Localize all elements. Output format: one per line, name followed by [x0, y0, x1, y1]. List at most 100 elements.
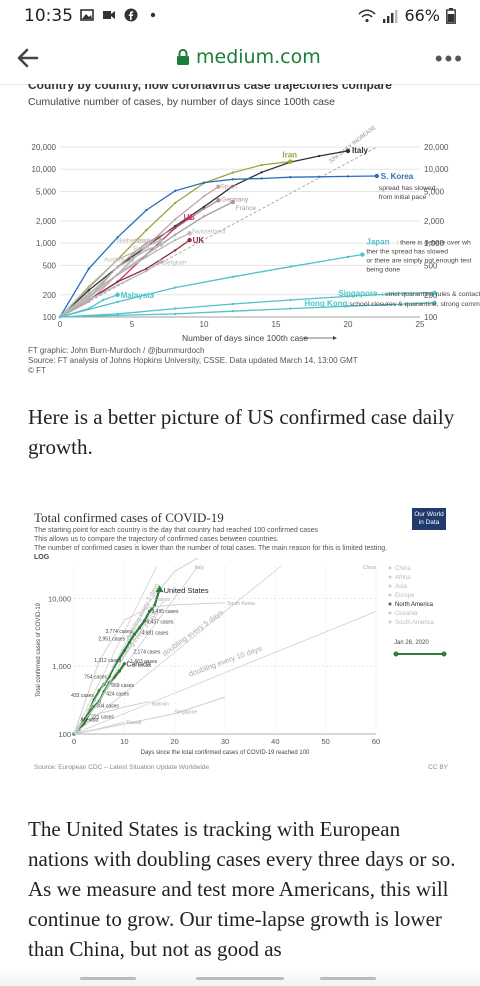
x-axis-arrowhead	[333, 336, 337, 340]
legend-item: North America	[395, 602, 434, 608]
series-label: Spain	[220, 184, 237, 191]
series-line-south-korea	[73, 602, 226, 735]
series-point	[174, 218, 177, 221]
series-point	[231, 302, 234, 306]
data-label: Canada	[126, 662, 151, 669]
annotation-japan: ther the spread has slowed	[366, 249, 448, 256]
series-label: US	[184, 213, 196, 222]
figure1-credit-3: © FT	[28, 366, 46, 375]
annotation-japan: being done	[366, 267, 400, 274]
nav-indicator-1	[80, 977, 136, 980]
series-point	[346, 295, 350, 298]
battery-icon	[446, 7, 456, 24]
figure2-subtitle: The starting point for each country is t…	[34, 526, 404, 553]
series-point	[174, 286, 177, 289]
data-label: 304 cases	[96, 703, 119, 709]
series-end-marker	[432, 290, 437, 296]
series-point	[145, 228, 148, 232]
annotation-hong-kong: school closures & quarantine, strong com…	[349, 301, 480, 308]
x-tick-label: 30	[221, 737, 229, 746]
date-slider-handle-end	[441, 651, 447, 657]
series-end-marker	[129, 257, 135, 262]
y-tick-label-left: 10,000	[32, 165, 57, 174]
data-label: South Korea	[227, 601, 255, 607]
series-end-marker	[187, 215, 192, 221]
y-tick-label-left: 1,000	[36, 239, 57, 248]
series-point	[87, 298, 91, 302]
y-tick-label-left: 200	[43, 291, 57, 300]
log-toggle[interactable]: LOG	[34, 554, 50, 561]
series-point	[116, 236, 119, 239]
address-bar[interactable]: medium.com	[176, 46, 321, 68]
battery-percent: 66%	[404, 6, 440, 25]
doubling-line	[73, 611, 377, 735]
figure2-chart: 100 1,000 10,000 0 10 20 30 40 50 60 Days since th…	[36, 558, 447, 756]
series-point	[122, 662, 126, 666]
signal-icon	[383, 9, 398, 23]
series-point	[174, 226, 177, 230]
series-point	[202, 195, 206, 198]
series-point	[318, 154, 321, 158]
series-line-united-states	[73, 588, 161, 735]
article-content[interactable]: Country by country, how coronavirus case…	[0, 84, 480, 986]
x-tick-label: 0	[72, 737, 76, 746]
data-label: 2,174 cases	[133, 649, 160, 655]
data-label: 8,495 cases	[152, 609, 179, 615]
y-tick-label-right: 10,000	[424, 165, 449, 174]
status-right: 66%	[358, 6, 456, 25]
series-end-marker	[158, 237, 163, 243]
y-tick-label-right: 500	[424, 261, 438, 270]
browser-toolbar: medium.com •••	[0, 32, 480, 85]
paragraph-1: Here is a better picture of US confirmed…	[28, 405, 455, 459]
series-point	[137, 626, 142, 630]
series-end-marker	[158, 259, 163, 264]
figure2: Total confirmed cases of COVID-19 The st…	[28, 502, 452, 772]
x-tick-label: 60	[372, 737, 380, 746]
figure2-license: CC BY	[428, 764, 448, 771]
figure1-subtitle: Cumulative number of cases, by number of…	[28, 96, 335, 108]
series-point	[231, 275, 234, 279]
y-axis-label: Total confirmed cases of COVID-19	[36, 602, 42, 697]
series-point	[122, 649, 126, 653]
status-bar: 10:35 66%	[0, 0, 480, 32]
owid-logo: Our World in Data	[412, 508, 446, 530]
series-point	[404, 291, 407, 295]
figure2-subtitle-3: The number of confirmed cases is lower t…	[34, 545, 388, 552]
series-end-marker	[158, 242, 163, 247]
series-line-singapore	[59, 292, 435, 318]
doubling-line	[73, 565, 158, 735]
series-point	[289, 265, 292, 268]
legend-item: Asia	[395, 584, 407, 590]
series-point	[404, 302, 407, 306]
data-label: Italy	[195, 565, 205, 571]
more-options-button[interactable]: •••	[434, 46, 464, 71]
series-end-marker	[345, 148, 351, 154]
paragraph-2: The United States is tracking with Europ…	[28, 817, 456, 961]
series-label: Austria	[104, 257, 125, 264]
lock-icon	[177, 49, 189, 65]
series-label: Sweden	[133, 245, 157, 252]
slider-start-label: Jan 26, 2020	[394, 640, 429, 646]
series-point	[231, 178, 234, 181]
figure2-title: Total confirmed cases of COVID-19	[34, 510, 224, 525]
back-button[interactable]	[14, 44, 42, 72]
series-label: Singapore	[338, 289, 378, 298]
series-end-marker	[115, 292, 120, 297]
legend-marker	[388, 593, 392, 597]
series-point	[202, 207, 206, 211]
series-label: Netherlands	[117, 237, 153, 244]
series-point	[346, 175, 350, 178]
data-label: 424 cases	[106, 691, 129, 697]
annotation-singapore: : strict quarantine rules & contact trac…	[381, 291, 480, 298]
data-label: Singapore	[175, 709, 198, 715]
series-end-marker	[374, 173, 379, 179]
figure2-subtitle-1: The starting point for each country is t…	[34, 527, 319, 534]
doubling-line	[73, 565, 282, 735]
data-label: 6,437 cases	[146, 619, 173, 625]
series-point	[174, 189, 177, 193]
series-point	[202, 205, 206, 209]
series-point	[145, 269, 148, 273]
y-tick-label-right: 2,000	[424, 217, 445, 226]
series-label: Malaysia	[121, 291, 155, 300]
series-line-hong-kong	[59, 302, 435, 318]
